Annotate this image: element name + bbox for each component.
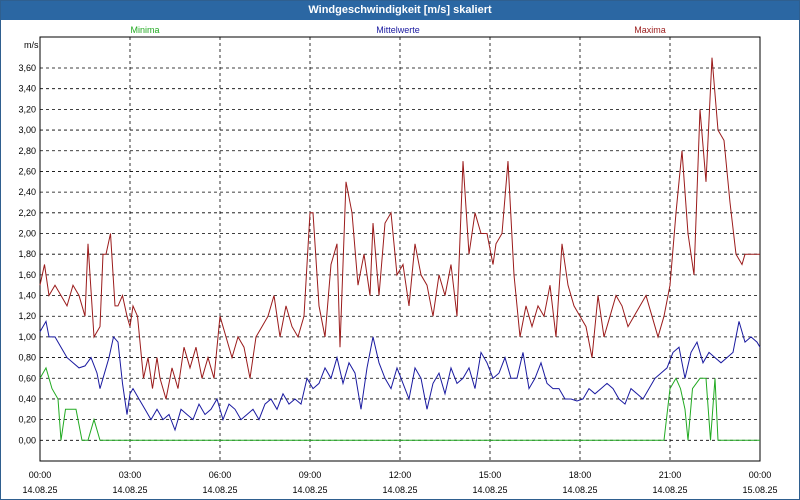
x-tick-date: 14.08.25 <box>382 485 417 495</box>
y-tick-label: 2,60 <box>18 166 36 176</box>
y-tick-label: 2,20 <box>18 208 36 218</box>
y-tick-label: 0,60 <box>18 373 36 383</box>
series-line-mittelwerte <box>39 319 761 432</box>
legend-minima: Minima <box>130 25 159 35</box>
x-axis: 00:00 14.08.25 03:00 14.08.25 06:00 14.08.25 0… <box>22 470 777 495</box>
x-tick-time: 12:00 <box>389 470 412 480</box>
x-tick-date: 15.08.25 <box>742 485 777 495</box>
x-tick-date: 14.08.25 <box>652 485 687 495</box>
x-tick-time: 00:00 <box>749 470 772 480</box>
x-tick-date: 14.08.25 <box>112 485 147 495</box>
y-tick-label: 3,00 <box>18 125 36 135</box>
y-tick-label: 0,20 <box>18 415 36 425</box>
y-tick-label: 2,00 <box>18 228 36 238</box>
grid-lines <box>40 37 760 461</box>
x-tick-date: 14.08.25 <box>562 485 597 495</box>
y-tick-label: 3,20 <box>18 104 36 114</box>
x-tick-date: 14.08.25 <box>202 485 237 495</box>
y-tick-label: 1,80 <box>18 249 36 259</box>
y-tick-label: 3,40 <box>18 84 36 94</box>
x-tick-date: 14.08.25 <box>22 485 57 495</box>
y-tick-label: 0,00 <box>18 435 36 445</box>
series-lines <box>39 57 761 441</box>
legend: Minima Mittelwerte Maxima <box>130 25 665 35</box>
y-axis: 0,00 0,20 0,40 0,60 0,80 1,00 1,20 1,40 1,60 1,80… <box>18 63 36 445</box>
series-line-minima <box>39 366 760 441</box>
x-tick-date: 14.08.25 <box>472 485 507 495</box>
plot-area <box>39 36 761 462</box>
y-tick-label: 0,40 <box>18 394 36 404</box>
y-tick-label: 2,40 <box>18 187 36 197</box>
x-tick-time: 18:00 <box>569 470 592 480</box>
x-tick-time: 09:00 <box>299 470 322 480</box>
legend-maxima: Maxima <box>634 25 666 35</box>
y-tick-label: 3,60 <box>18 63 36 73</box>
y-tick-label: 1,60 <box>18 270 36 280</box>
x-tick-date: 14.08.25 <box>292 485 327 495</box>
legend-mittelwerte: Mittelwerte <box>376 25 420 35</box>
y-tick-label: 1,20 <box>18 311 36 321</box>
x-tick-time: 06:00 <box>209 470 232 480</box>
y-axis-label: m/s <box>24 40 39 50</box>
x-tick-time: 03:00 <box>119 470 142 480</box>
series-line-maxima <box>39 57 760 400</box>
x-tick-time: 15:00 <box>479 470 502 480</box>
y-tick-label: 1,40 <box>18 291 36 301</box>
x-tick-time: 21:00 <box>659 470 682 480</box>
y-tick-label: 1,00 <box>18 332 36 342</box>
y-tick-label: 2,80 <box>18 146 36 156</box>
chart-title: Windgeschwindigkeit [m/s] skaliert <box>1 1 799 20</box>
x-tick-time: 00:00 <box>29 470 52 480</box>
y-tick-label: 0,80 <box>18 353 36 363</box>
